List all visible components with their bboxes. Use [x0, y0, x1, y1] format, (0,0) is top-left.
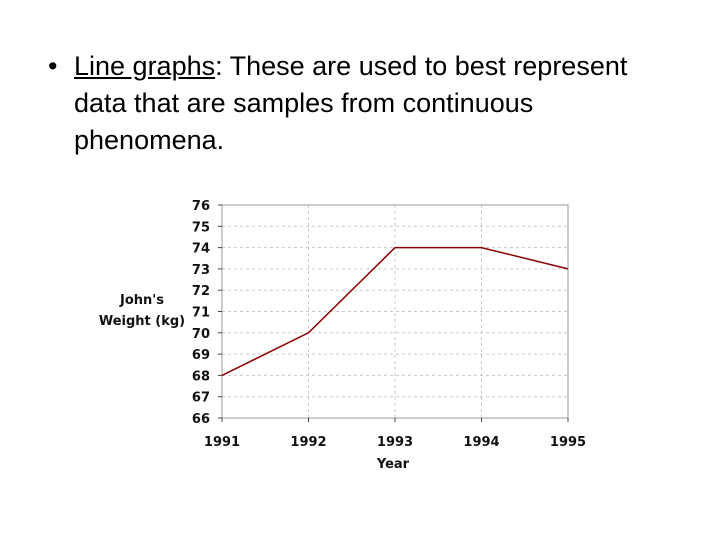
y-tick-label: 70	[192, 327, 210, 342]
bullet-dot: •	[48, 51, 58, 81]
chart-series	[221, 246, 569, 377]
y-axis-label-line-1: John's	[119, 293, 164, 308]
y-tick-label: 76	[192, 199, 210, 214]
bullet-term: Line graphs	[74, 51, 216, 81]
x-tick-label: 1991	[204, 435, 240, 450]
y-axis-label-line-2: Weight (kg)	[99, 314, 185, 329]
y-tick-label: 75	[192, 220, 210, 235]
bullet-description: : These are used to best represent data …	[74, 51, 628, 155]
y-tick-label: 69	[192, 348, 210, 363]
x-tick-label: 1992	[290, 435, 326, 450]
y-axis: 66 67 68 69 70 71 72 73 74 75 76	[192, 199, 222, 427]
series-line	[221, 246, 569, 377]
y-tick-label: 73	[192, 263, 210, 278]
y-tick-label: 71	[192, 306, 210, 321]
bullet-text: Line graphs: These are used to best repr…	[74, 48, 684, 159]
y-tick-label: 72	[192, 284, 210, 299]
x-axis: 1991 1992 1993 1994 1995	[204, 418, 586, 450]
x-tick-label: 1994	[463, 435, 499, 450]
chart-grid	[222, 205, 568, 418]
y-tick-label: 74	[192, 242, 210, 257]
x-tick-label: 1995	[550, 435, 586, 450]
y-tick-label: 66	[192, 412, 210, 427]
x-tick-label: 1993	[377, 435, 413, 450]
x-axis-label: Year	[376, 457, 410, 472]
y-tick-label: 68	[192, 369, 210, 384]
y-tick-label: 67	[192, 391, 210, 406]
